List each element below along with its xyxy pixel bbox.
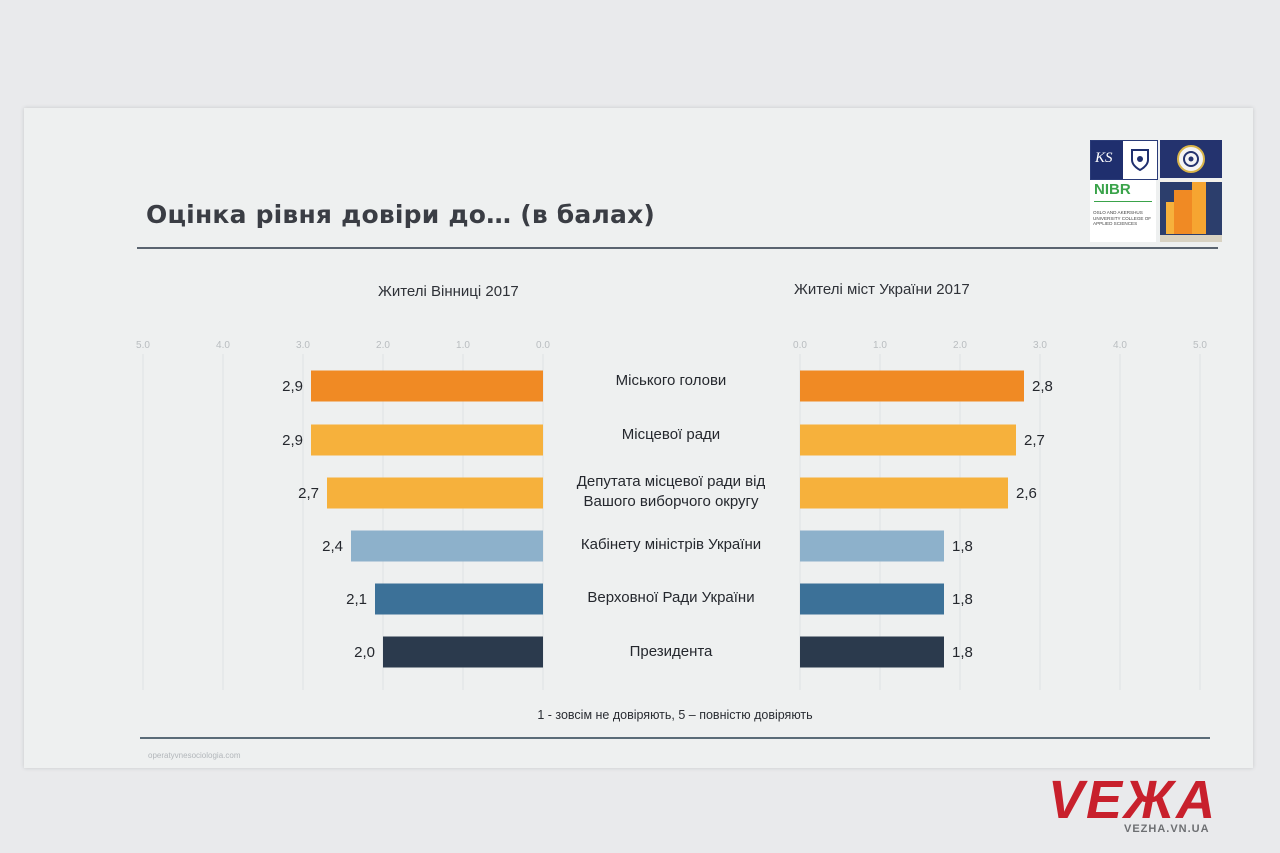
- category-label-parliament: Верховної Ради України: [541, 588, 801, 608]
- nibr-logo-text: NIBR: [1094, 181, 1131, 198]
- right-value-label: 2,7: [1024, 432, 1045, 449]
- ks-logo-text: KS: [1095, 150, 1113, 166]
- left-tick-label: 5.0: [136, 340, 150, 351]
- left-bar: [383, 636, 543, 668]
- left-tick-label: 0.0: [536, 340, 550, 351]
- right-value-label: 2,8: [1032, 378, 1053, 395]
- bottom-divider: [140, 737, 1210, 739]
- university-seal-logo: [1160, 140, 1222, 178]
- left-tick-label: 2.0: [376, 340, 390, 351]
- right-value-label: 2,6: [1016, 485, 1037, 502]
- right-tick-label: 2.0: [953, 340, 967, 351]
- right-panel-title: Жителі міст України 2017: [794, 281, 970, 298]
- right-bar: [800, 636, 944, 668]
- left-panel-title: Жителі Вінниці 2017: [378, 283, 519, 300]
- left-value-label: 2,7: [298, 485, 319, 502]
- partner-logos: KS NIBR OSLO AND AKERSHUS UNIVERSITY COL…: [1090, 140, 1222, 242]
- left-bar: [311, 370, 543, 402]
- shield-icon: [1131, 149, 1149, 172]
- left-bar: [351, 530, 543, 562]
- right-bar: [800, 370, 1024, 402]
- right-tick-label: 4.0: [1113, 340, 1127, 351]
- category-label-line-1: Депутата місцевої ради від: [576, 473, 766, 490]
- nibr-logo-caption: OSLO AND AKERSHUS UNIVERSITY COLLEGE OF …: [1093, 210, 1152, 227]
- left-bar: [311, 424, 543, 456]
- category-label-text: Місцевої ради: [621, 426, 721, 443]
- category-label-local-council: Місцевої ради: [541, 425, 801, 445]
- category-label-mayor: Міського голови: [541, 371, 801, 391]
- right-tick-label: 5.0: [1193, 340, 1207, 351]
- right-value-label: 1,8: [952, 538, 973, 555]
- vezha-watermark-logo: VEЖA: [1048, 770, 1217, 830]
- watermark-brand-text: VEЖA: [1048, 770, 1217, 830]
- category-label-text: Міського голови: [615, 372, 727, 389]
- right-value-label: 1,8: [952, 591, 973, 608]
- left-value-label: 2,4: [322, 538, 343, 555]
- right-tick-label: 3.0: [1033, 340, 1047, 351]
- left-value-label: 2,0: [354, 644, 375, 661]
- category-label-text: Кабінету міністрів України: [580, 536, 762, 553]
- left-tick-label: 1.0: [456, 340, 470, 351]
- left-value-label: 2,1: [346, 591, 367, 608]
- scale-footnote: 1 - зовсім не довіряють, 5 – повністю до…: [537, 708, 813, 722]
- right-value-label: 1,8: [952, 644, 973, 661]
- category-label-council-deputy: Депутата місцевої ради від Вашого виборч…: [541, 472, 801, 512]
- category-label-text: Верховної Ради України: [587, 589, 755, 606]
- right-bar: [800, 477, 1008, 509]
- left-bar: [375, 583, 543, 615]
- watermark-url: VEZHA.VN.UA: [1124, 823, 1210, 835]
- building-icon: [1160, 182, 1222, 242]
- right-bar: [800, 424, 1016, 456]
- title-divider: [137, 247, 1218, 249]
- left-value-label: 2,9: [282, 432, 303, 449]
- ks-logo: KS: [1090, 140, 1158, 180]
- right-bar: [800, 583, 944, 615]
- left-tick-label: 3.0: [296, 340, 310, 351]
- category-label-cabinet: Кабінету міністрів України: [541, 535, 801, 555]
- city-council-logo: [1160, 180, 1222, 242]
- left-bar: [327, 477, 543, 509]
- category-label-line-2: Вашого виборчого округу: [583, 493, 759, 510]
- left-tick-label: 4.0: [216, 340, 230, 351]
- right-bar: [800, 530, 944, 562]
- right-tick-label: 0.0: [793, 340, 807, 351]
- category-label-president: Президента: [541, 642, 801, 662]
- category-label-text: Президента: [629, 643, 713, 660]
- seal-icon: [1177, 145, 1205, 173]
- left-value-label: 2,9: [282, 378, 303, 395]
- slide-title: Оцінка рівня довіри до… (в балах): [146, 200, 656, 229]
- nibr-logo: NIBR OSLO AND AKERSHUS UNIVERSITY COLLEG…: [1090, 180, 1156, 242]
- right-tick-label: 1.0: [873, 340, 887, 351]
- slide-background: [24, 108, 1253, 768]
- source-url: operatyvnesociologia.com: [148, 751, 241, 760]
